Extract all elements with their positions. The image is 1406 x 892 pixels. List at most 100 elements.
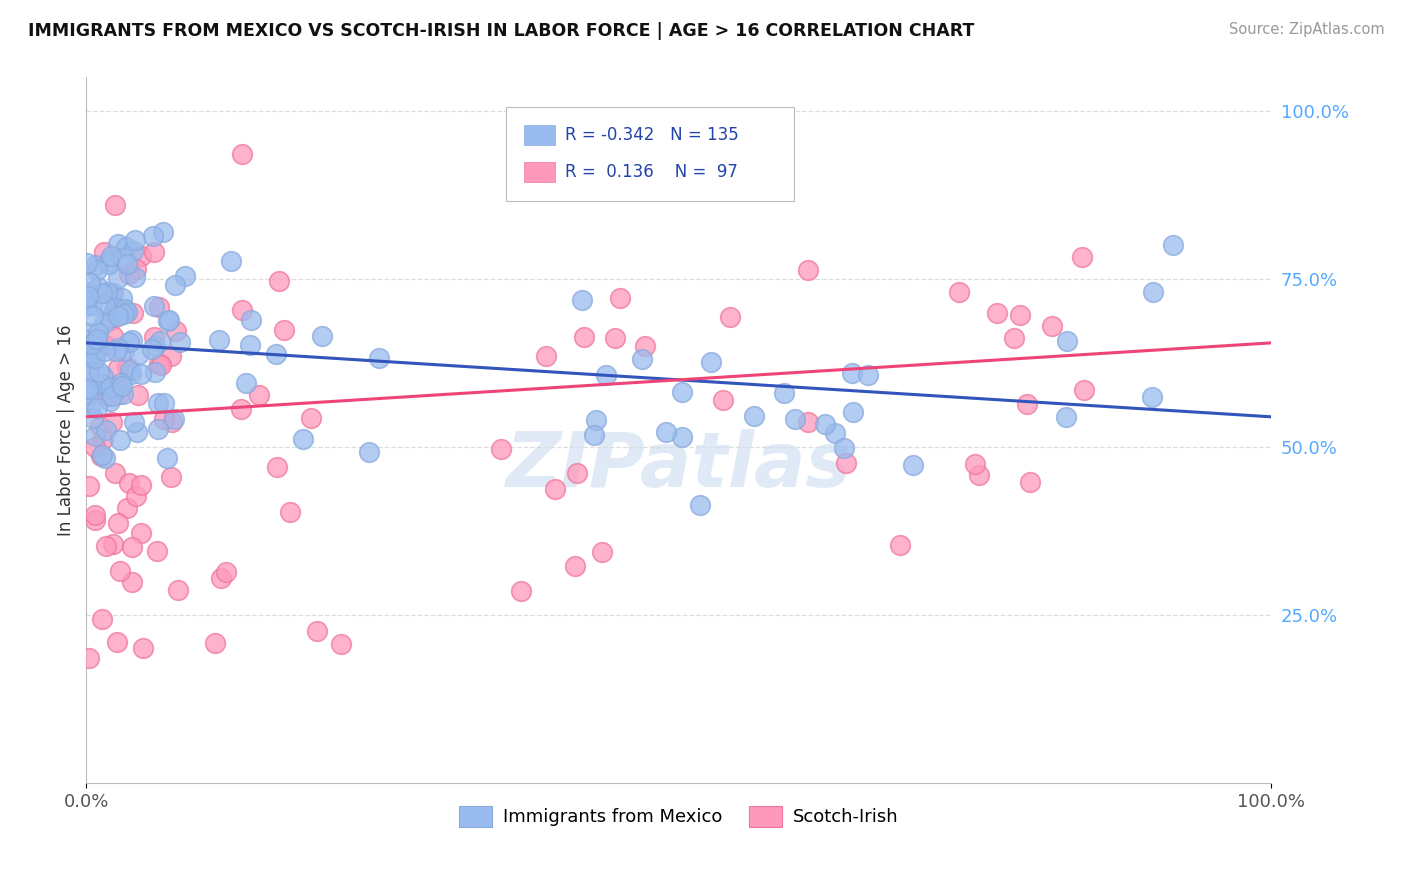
Point	[153, 412, 176, 426]
Point	[100, 249, 122, 263]
Point	[215, 566, 238, 580]
Point	[605, 330, 627, 344]
Point	[107, 237, 129, 252]
Point	[841, 366, 863, 380]
Point	[90, 449, 112, 463]
Point	[101, 288, 124, 302]
Point	[903, 458, 925, 472]
Point	[104, 343, 127, 358]
Point	[101, 328, 124, 343]
Point	[160, 349, 183, 363]
Point	[115, 256, 138, 270]
Point	[82, 340, 104, 354]
Point	[1142, 285, 1164, 299]
Point	[169, 335, 191, 350]
Point	[124, 489, 146, 503]
Point	[87, 279, 110, 293]
Point	[107, 516, 129, 530]
Point	[239, 338, 262, 352]
Point	[107, 387, 129, 401]
Point	[221, 254, 243, 268]
Point	[101, 415, 124, 429]
Point	[1002, 331, 1025, 345]
Point	[489, 442, 512, 456]
Point	[856, 368, 879, 382]
Point	[166, 583, 188, 598]
Point	[630, 352, 652, 367]
Text: Source: ZipAtlas.com: Source: ZipAtlas.com	[1229, 22, 1385, 37]
Text: R =  0.136    N =  97: R = 0.136 N = 97	[565, 163, 738, 181]
Point	[117, 359, 139, 374]
Point	[357, 445, 380, 459]
Text: ZIPatlas: ZIPatlas	[506, 428, 852, 502]
Point	[97, 310, 120, 325]
Point	[96, 539, 118, 553]
Point	[86, 332, 108, 346]
Text: IMMIGRANTS FROM MEXICO VS SCOTCH-IRISH IN LABOR FORCE | AGE > 16 CORRELATION CHA: IMMIGRANTS FROM MEXICO VS SCOTCH-IRISH I…	[28, 22, 974, 40]
Point	[1010, 308, 1032, 322]
Point	[783, 412, 806, 426]
Point	[141, 342, 163, 356]
Point	[98, 380, 121, 394]
Point	[107, 360, 129, 375]
Point	[84, 351, 107, 366]
Point	[118, 334, 141, 349]
Point	[834, 442, 856, 456]
Point	[711, 393, 734, 408]
Point	[97, 256, 120, 270]
Point	[79, 479, 101, 493]
Point	[585, 413, 607, 427]
Point	[835, 456, 858, 470]
Point	[122, 244, 145, 259]
Point	[89, 378, 111, 392]
Point	[101, 285, 124, 300]
Point	[689, 498, 711, 512]
Point	[75, 299, 97, 313]
Text: R = -0.342   N = 135: R = -0.342 N = 135	[565, 126, 740, 144]
Point	[156, 314, 179, 328]
Point	[157, 313, 180, 327]
Point	[146, 396, 169, 410]
Point	[76, 382, 98, 396]
Point	[163, 277, 186, 292]
Point	[986, 306, 1008, 320]
Point	[93, 343, 115, 358]
Point	[77, 351, 100, 365]
Point	[797, 263, 820, 277]
Point	[240, 312, 263, 326]
Point	[114, 302, 136, 317]
Point	[110, 376, 132, 390]
Point	[93, 316, 115, 330]
Point	[77, 350, 100, 364]
Point	[142, 229, 165, 244]
Point	[142, 330, 165, 344]
Point	[266, 460, 288, 475]
Point	[129, 367, 152, 381]
Point	[89, 419, 111, 434]
Point	[965, 457, 987, 471]
Point	[94, 451, 117, 466]
Point	[1040, 319, 1063, 334]
Point	[160, 470, 183, 484]
Point	[108, 433, 131, 447]
Point	[655, 425, 678, 439]
Point	[125, 425, 148, 440]
Point	[143, 365, 166, 379]
Point	[79, 326, 101, 341]
Point	[571, 293, 593, 308]
Point	[143, 339, 166, 353]
Point	[718, 310, 741, 325]
Point	[567, 466, 589, 480]
Point	[84, 342, 107, 356]
Point	[91, 369, 114, 384]
Point	[120, 363, 142, 377]
Point	[87, 365, 110, 379]
Point	[948, 285, 970, 299]
Point	[97, 253, 120, 268]
Point	[96, 389, 118, 403]
Point	[1073, 383, 1095, 397]
Point	[152, 225, 174, 239]
Point	[84, 513, 107, 527]
Point	[572, 329, 595, 343]
Point	[773, 385, 796, 400]
